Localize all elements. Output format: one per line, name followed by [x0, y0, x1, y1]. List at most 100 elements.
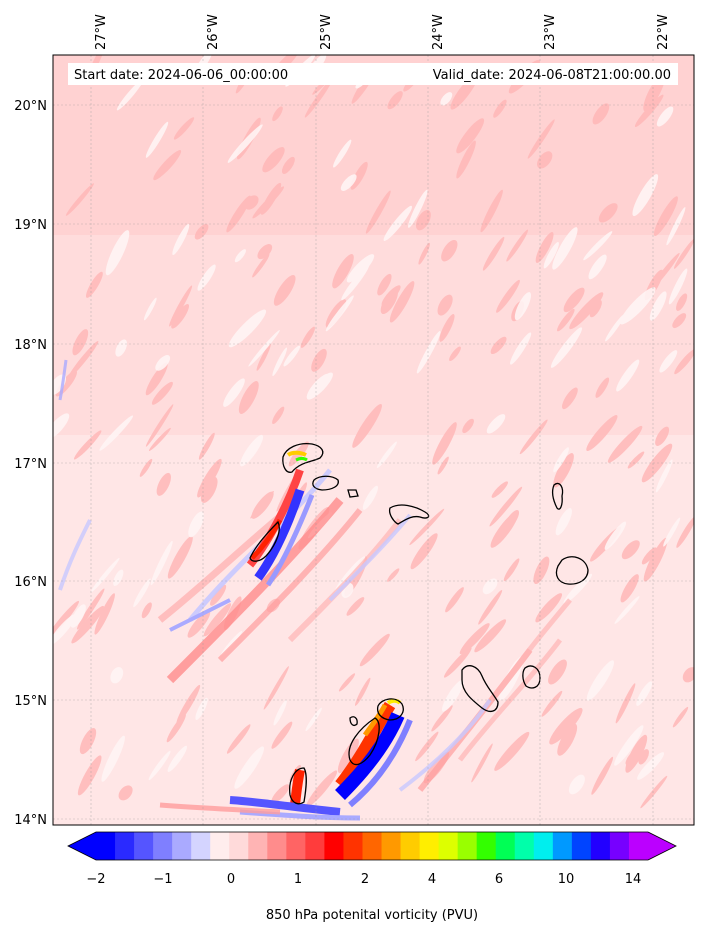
pv-streak — [188, 511, 204, 538]
pv-streak — [548, 659, 567, 685]
colorbar-cell — [495, 832, 516, 860]
colorbar-cell — [305, 832, 325, 860]
pv-streaks-light — [53, 55, 688, 795]
pv-streak — [195, 697, 208, 720]
pv-streak — [113, 569, 124, 587]
map-panel — [53, 55, 694, 825]
pv-streak — [176, 684, 201, 724]
pv-streak — [167, 536, 193, 579]
pv-streak — [238, 381, 259, 414]
latitude-ticks: 20°N 19°N 18°N 17°N 16°N 15°N 14°N — [14, 99, 47, 828]
pv-streak — [223, 378, 245, 407]
pv-streak — [615, 683, 636, 724]
colorbar-cell — [286, 832, 306, 860]
pv-streak — [325, 295, 354, 332]
header-box — [68, 63, 678, 85]
pv-streak — [257, 244, 273, 260]
pv-streak — [619, 287, 656, 325]
colorbar-cell — [172, 832, 192, 860]
pv-streak — [437, 456, 449, 475]
pv-streak — [91, 557, 120, 593]
pv-streak — [377, 273, 392, 296]
pv-streak — [674, 349, 694, 375]
pv-streak — [53, 413, 70, 440]
colorbar-cell — [324, 832, 344, 860]
pv-streak — [640, 775, 668, 809]
lon-tick-label: 23°W — [543, 14, 558, 50]
lon-tick-label: 26°W — [206, 14, 221, 50]
pv-streak — [139, 458, 153, 477]
pv-streak — [666, 207, 686, 246]
pv-streak — [537, 151, 553, 169]
pv-field-middle — [53, 235, 694, 435]
pv-streak — [227, 124, 263, 163]
pv-streak — [365, 190, 391, 234]
pv-streak — [432, 422, 457, 465]
pv-streak — [118, 785, 133, 801]
pv-streak — [304, 77, 334, 118]
pv-streak — [272, 347, 288, 377]
pv-streak — [283, 345, 301, 367]
colorbar-cell — [267, 832, 287, 860]
pv-streak — [649, 291, 667, 321]
pv-streak — [489, 486, 523, 527]
pv-streak — [553, 447, 570, 473]
pv-streak — [53, 614, 77, 646]
colorbar-cell — [571, 832, 592, 860]
pv-streak — [444, 647, 472, 678]
pv-streak — [656, 106, 674, 127]
pv-streak — [614, 725, 644, 766]
pv-streak — [155, 355, 171, 371]
pv-streak — [482, 236, 505, 271]
pv-streak — [263, 666, 289, 710]
colorbar-cell — [438, 832, 459, 860]
colorbar-tick-label: −2 — [86, 872, 105, 887]
pv-streak — [496, 279, 520, 313]
colorbar-cell — [457, 832, 478, 860]
pv-streak — [557, 308, 575, 332]
pv-streak — [210, 584, 227, 606]
island-sao-vicente — [312, 475, 339, 491]
colorbar-tick-label: 1 — [294, 872, 302, 887]
pv-streak — [445, 587, 464, 613]
pv-streak — [383, 205, 413, 241]
pv-streak — [167, 745, 188, 773]
colorbar-tick-label: −1 — [153, 872, 172, 887]
lat-tick-label: 18°N — [14, 338, 47, 353]
pv-streak — [153, 150, 182, 181]
pv-streak — [148, 427, 171, 451]
colorbar-cell — [609, 832, 630, 860]
pv-streak — [490, 511, 519, 548]
pv-streak — [552, 227, 578, 270]
pv-streak — [676, 516, 694, 548]
pv-streak — [462, 418, 474, 434]
colorbar-max-extend — [648, 832, 676, 860]
pv-streak — [150, 540, 173, 586]
pv-streak — [101, 735, 125, 782]
pv-streak — [592, 103, 610, 125]
pv-streak — [410, 533, 438, 570]
pv-streak — [141, 602, 152, 619]
colorbar-cell — [343, 832, 363, 860]
lat-tick-label: 20°N — [14, 99, 47, 114]
pv-streak — [668, 268, 688, 305]
pv-streak — [148, 750, 171, 781]
pv-streak — [616, 359, 640, 392]
colorbar-cell — [210, 832, 230, 860]
pv-streak — [194, 224, 209, 240]
pv-streak — [362, 485, 379, 510]
colorbar-cell — [533, 832, 554, 860]
pv-streak — [272, 406, 285, 425]
colorbar-tick-label: 14 — [625, 872, 642, 887]
pv-streak — [415, 731, 439, 762]
pv-streak — [197, 264, 216, 291]
pv-streak — [145, 404, 174, 447]
pv-streak — [200, 476, 218, 503]
pv-streak — [340, 174, 357, 191]
pv-streak — [133, 578, 151, 608]
pv-streak — [486, 414, 506, 434]
pv-streak — [76, 588, 105, 630]
colorbar-cell — [419, 832, 440, 860]
pv-streak — [251, 491, 274, 519]
